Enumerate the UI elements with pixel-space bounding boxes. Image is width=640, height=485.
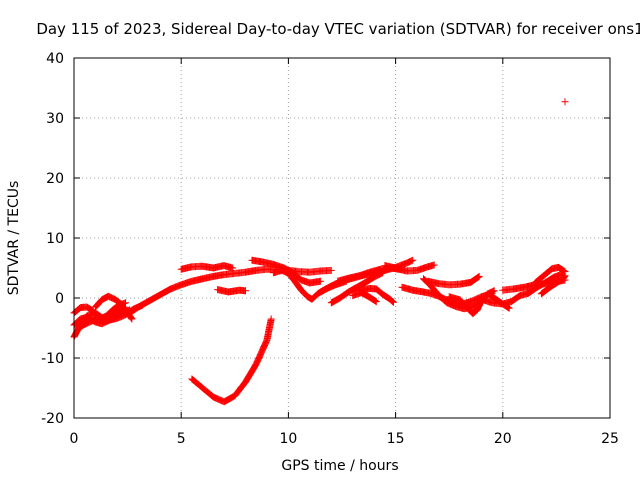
series-track-e bbox=[74, 301, 147, 332]
x-tick-label: 0 bbox=[70, 431, 79, 447]
x-axis-label: GPS time / hours bbox=[281, 458, 398, 474]
axis-ticks: 0 5 10 15 20 25 -20 -10 0 10 20 30 40 bbox=[41, 51, 619, 447]
series-markers bbox=[537, 272, 569, 298]
y-tick-label: 0 bbox=[55, 291, 64, 307]
series-track-k bbox=[327, 269, 387, 307]
series-track-f bbox=[177, 262, 237, 273]
series-track-w bbox=[531, 263, 569, 287]
y-tick-label: 10 bbox=[46, 231, 64, 247]
data-points bbox=[70, 98, 569, 406]
series-markers bbox=[531, 263, 569, 287]
series-track-y bbox=[188, 315, 275, 406]
x-tick-label: 10 bbox=[279, 431, 297, 447]
series-markers bbox=[381, 261, 438, 275]
y-tick-label: -20 bbox=[41, 411, 64, 427]
y-tick-label: 30 bbox=[46, 111, 64, 127]
series-markers bbox=[327, 269, 387, 307]
x-tick-label: 20 bbox=[494, 431, 512, 447]
y-tick-label: 40 bbox=[46, 51, 64, 67]
series-markers bbox=[214, 286, 249, 296]
x-tick-label: 25 bbox=[601, 431, 619, 447]
series-markers bbox=[177, 262, 237, 273]
y-axis-label: SDTVAR / TECUs bbox=[6, 181, 22, 296]
y-tick-label: 20 bbox=[46, 171, 64, 187]
series-markers bbox=[424, 272, 483, 289]
series-markers bbox=[561, 98, 569, 106]
series-markers bbox=[188, 315, 275, 406]
series-outlier bbox=[561, 98, 569, 106]
x-tick-label: 5 bbox=[177, 431, 186, 447]
series-track-o bbox=[381, 261, 438, 275]
y-tick-label: -10 bbox=[41, 351, 64, 367]
series-track-g bbox=[214, 286, 249, 296]
x-tick-label: 15 bbox=[387, 431, 405, 447]
grid-lines bbox=[74, 58, 610, 418]
series-track-r bbox=[424, 272, 483, 289]
series-track-n bbox=[349, 289, 380, 306]
chart-title: Day 115 of 2023, Sidereal Day-to-day VTE… bbox=[36, 20, 640, 38]
series-markers bbox=[349, 289, 380, 306]
series-track-x bbox=[537, 272, 569, 298]
series-markers bbox=[74, 301, 147, 332]
